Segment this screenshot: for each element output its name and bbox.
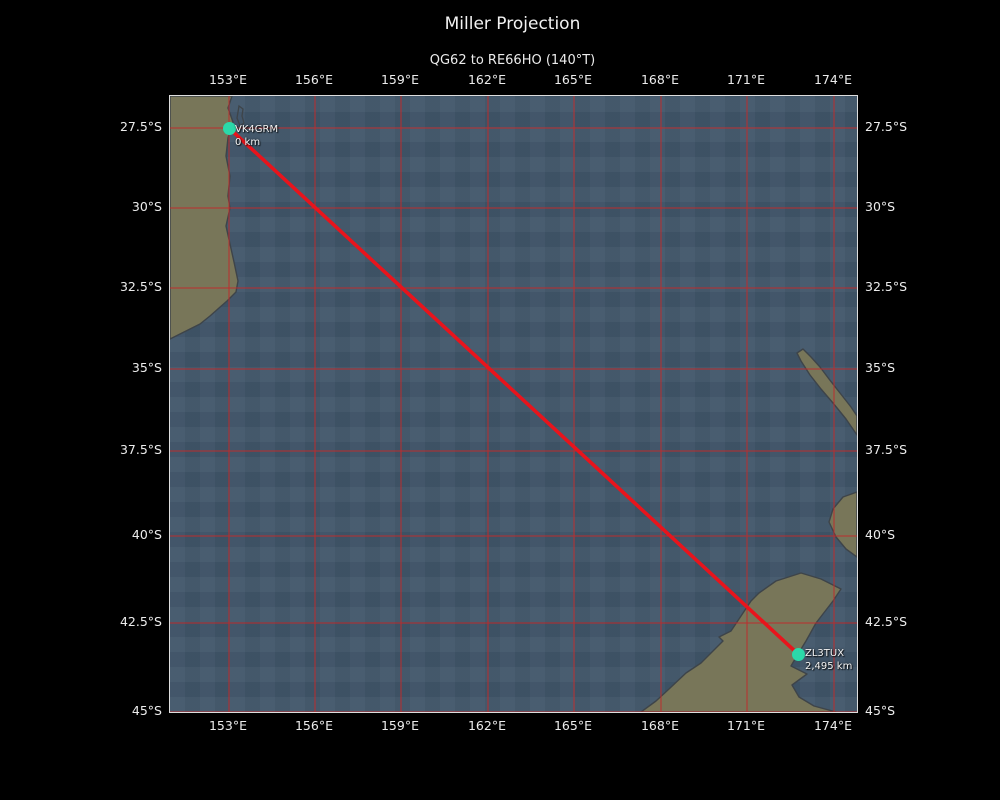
lat-tick-label-left: 27.5°S [119,119,162,134]
stradbroke-island-outline [236,104,245,128]
lat-tick-label-right: 42.5°S [865,614,908,629]
lat-tick-label-right: 27.5°S [865,119,908,134]
lon-tick-label-bottom: 165°E [553,718,592,733]
map-plot-area: VK4GRM 0 km ZL3TUX 2,495 km [169,95,858,713]
lon-tick-label-bottom: 153°E [208,718,247,733]
lon-tick-label-bottom: 162°E [467,718,506,733]
lon-tick-label-bottom: 159°E [380,718,419,733]
start-marker-label: VK4GRM 0 km [235,123,278,149]
lon-tick-label-top: 159°E [380,72,419,87]
lat-tick-label-right: 40°S [865,527,896,542]
great-circle-path [227,126,800,656]
lat-tick-label-left: 40°S [131,527,162,542]
map-subtitle: QG62 to RE66HO (140°T) [429,53,596,68]
lon-tick-label-top: 153°E [208,72,247,87]
map-title: Miller Projection [444,14,581,34]
start-distance: 0 km [235,137,261,148]
lat-tick-label-left: 30°S [131,199,162,214]
end-marker-label: ZL3TUX 2,495 km [805,647,852,673]
lon-tick-label-bottom: 174°E [813,718,852,733]
lat-tick-label-right: 30°S [865,199,896,214]
lat-tick-label-left: 32.5°S [119,279,162,294]
lon-tick-label-top: 168°E [640,72,679,87]
start-marker [222,121,236,135]
lon-tick-label-top: 162°E [467,72,506,87]
lon-tick-label-bottom: 156°E [294,718,333,733]
end-callsign: ZL3TUX [805,648,845,659]
end-distance: 2,495 km [805,661,853,672]
lon-tick-label-top: 156°E [294,72,333,87]
lat-tick-label-right: 35°S [865,360,896,375]
lat-tick-label-right: 32.5°S [865,279,908,294]
lon-tick-label-bottom: 168°E [640,718,679,733]
graticule [170,96,857,712]
lon-tick-label-top: 174°E [813,72,852,87]
nz-northland-peninsula [796,348,857,436]
nz-north-island-south [828,491,857,558]
lon-tick-label-top: 171°E [726,72,765,87]
start-callsign: VK4GRM [235,124,279,135]
lat-tick-label-right: 37.5°S [865,442,908,457]
lat-tick-label-right: 45°S [865,703,896,718]
lat-tick-label-left: 45°S [131,703,162,718]
nz-south-island [640,572,842,712]
lat-tick-label-left: 37.5°S [119,442,162,457]
lon-tick-label-top: 165°E [553,72,592,87]
lat-tick-label-left: 42.5°S [119,614,162,629]
end-marker [791,647,805,661]
map-svg [170,96,857,712]
lat-tick-label-left: 35°S [131,360,162,375]
lon-tick-label-bottom: 171°E [726,718,765,733]
